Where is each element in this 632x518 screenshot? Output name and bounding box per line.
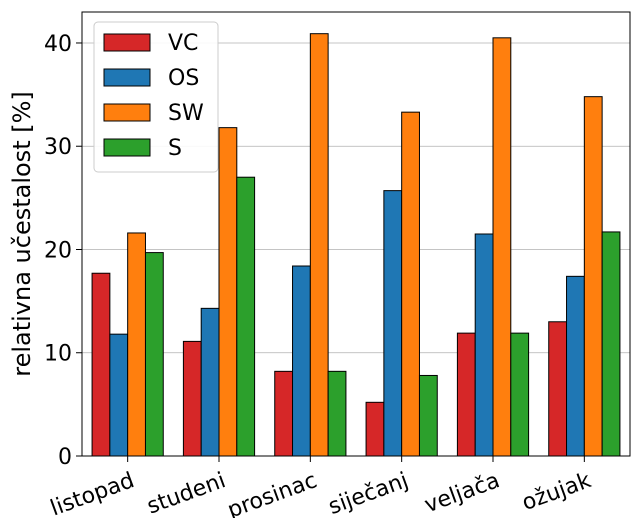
- bar-s-5: [601, 231, 621, 457]
- x-tick-label: studeni: [144, 468, 229, 518]
- bar-s-3: [418, 374, 438, 457]
- legend: VC OS SW S: [93, 21, 219, 173]
- plot-frame: [81, 11, 631, 457]
- legend-swatch-sw: [103, 103, 151, 122]
- bar-s-1: [236, 176, 256, 457]
- axes: [81, 11, 631, 457]
- legend-swatch-vc: [103, 33, 151, 52]
- x-tick-label: prosinac: [224, 468, 320, 518]
- bar-sw-4: [492, 37, 512, 457]
- bar-os-2: [292, 265, 311, 457]
- bar-sw-5: [583, 96, 603, 457]
- x-tick-label: listopad: [47, 468, 137, 518]
- legend-label-vc: VC: [168, 31, 198, 56]
- bar-vc-4: [456, 332, 476, 457]
- legend-label-sw: SW: [168, 101, 204, 126]
- bar-sw-1: [218, 127, 238, 457]
- bar-vc-5: [548, 321, 568, 457]
- y-tick-label: 0: [58, 445, 72, 470]
- bar-vc-2: [274, 370, 294, 457]
- y-axis-label: relativna učestalost [%]: [8, 91, 36, 377]
- y-ticks: 0 10 20 30 40: [44, 32, 82, 470]
- bar-os-0: [109, 333, 129, 457]
- legend-box: [93, 21, 219, 173]
- bar-s-2: [327, 370, 347, 457]
- bar-os-4: [474, 233, 494, 457]
- bar-sw-3: [401, 111, 420, 457]
- bar-vc-3: [365, 401, 385, 457]
- bar-os-1: [200, 307, 220, 457]
- bar-sw-0: [127, 232, 146, 457]
- x-tick-label: veljača: [421, 468, 503, 518]
- bar-vc-1: [182, 340, 202, 457]
- legend-swatch-s: [103, 138, 151, 157]
- legend-label-s: S: [168, 136, 182, 161]
- y-tick-label: 20: [44, 238, 72, 263]
- legend-swatch-os: [103, 68, 151, 87]
- legend-label-os: OS: [168, 66, 199, 91]
- y-tick-label: 40: [44, 32, 72, 57]
- bar-s-4: [510, 332, 530, 457]
- bar-s-0: [144, 252, 164, 457]
- bar-os-5: [566, 275, 585, 457]
- bar-sw-2: [309, 33, 329, 457]
- y-tick-label: 10: [44, 342, 72, 367]
- bars: [91, 33, 621, 457]
- bar-vc-0: [91, 272, 111, 457]
- bar-os-3: [383, 190, 403, 457]
- x-tick-label: siječanj: [325, 468, 411, 518]
- x-tick-label: ožujak: [519, 468, 595, 516]
- y-tick-label: 30: [44, 135, 72, 160]
